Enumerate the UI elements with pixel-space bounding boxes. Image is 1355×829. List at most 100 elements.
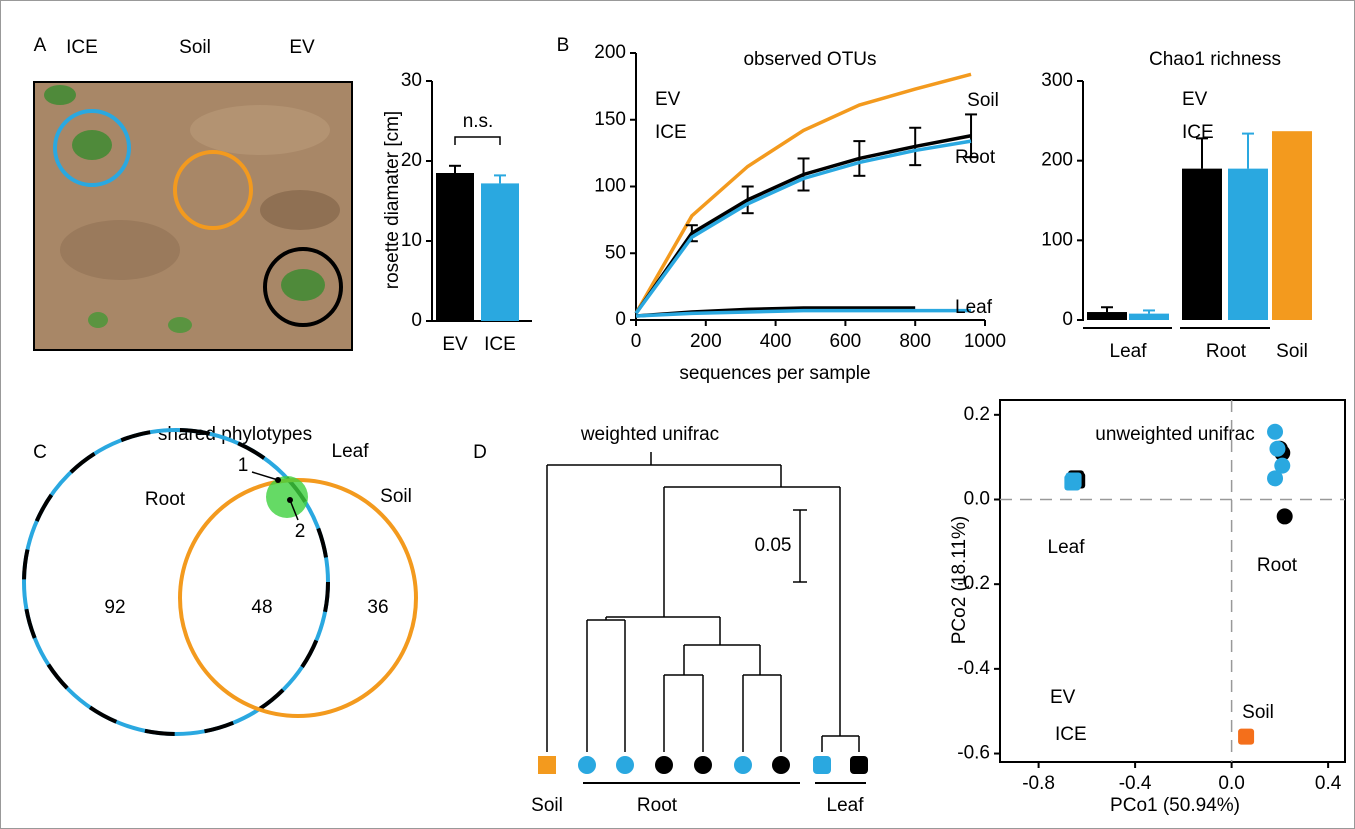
scatter-point [1238,728,1255,745]
bar [481,183,519,321]
y-tick-label: 10 [401,230,422,251]
y-axis-label: PCo2 (18.11%) [949,516,970,645]
x-tick-label: 600 [830,331,862,352]
y-tick-label: 100 [1041,229,1073,250]
scale-label: 0.05 [755,535,792,556]
x-axis-label: PCo1 (50.94%) [1110,795,1240,816]
group-label: Root [637,795,678,816]
leaf-marker [734,756,752,774]
venn-set-label: Soil [380,486,412,507]
photo [33,81,353,351]
bar [436,173,474,321]
group-label: Leaf [827,795,865,816]
group-label: Root [1206,341,1247,362]
y-tick-label: 100 [594,176,626,197]
y-tick-label: -0.4 [957,658,990,679]
venn-root-dash [22,428,330,736]
y-tick-label: -0.6 [957,743,990,764]
y-tick-label: 0.0 [964,489,990,510]
y-tick-label: 20 [401,150,422,171]
venn-count: 92 [104,597,125,618]
legend-entry: EV [655,89,681,110]
scatter-point [1274,457,1291,474]
legend-entry: EV [1050,687,1076,708]
leaf-marker [772,756,790,774]
panel-letter: D [473,442,487,463]
x-tick-label: ICE [484,334,516,355]
x-tick-label: 400 [760,331,792,352]
y-tick-label: 0 [615,309,626,330]
leaf-marker [850,756,868,774]
leaf-marker [578,756,596,774]
photo-soil-patch [190,105,330,155]
photo-label: ICE [66,37,98,58]
photo-label: Soil [179,37,211,58]
x-tick-label: -0.4 [1119,773,1152,794]
legend-entry: ICE [655,122,687,143]
leaf-marker [655,756,673,774]
panel-letter: C [33,442,47,463]
group-label: Soil [967,90,999,111]
y-tick-label: 0 [411,310,422,331]
bar [1272,131,1312,320]
scatter-point [1267,470,1284,487]
x-tick-label: 0.4 [1315,773,1342,794]
pointer [251,471,279,481]
x-tick-label: EV [442,334,468,355]
annotation: n.s. [463,111,494,132]
photo-circle [53,109,131,187]
group-label: Leaf [1048,537,1086,558]
group-label: Leaf [1110,341,1148,362]
photo-plant [72,130,112,160]
group-label: Root [955,147,996,168]
scatter-point [1267,423,1284,440]
panel-letter: B [557,35,570,56]
y-tick-label: 150 [594,109,626,130]
venn-count: 36 [367,597,388,618]
line-series [634,139,972,315]
panel-letter: A [34,35,47,56]
legend-entry: ICE [1055,724,1087,745]
venn-count: 2 [295,521,306,542]
bar [1129,313,1169,320]
y-tick-label: -0.2 [957,573,990,594]
photo-plant [44,85,76,105]
x-tick-label: 0.0 [1218,773,1244,794]
x-tick-label: 0 [631,331,642,352]
photo-soil-patch [60,220,180,280]
bar [1228,168,1268,320]
y-tick-label: 200 [594,42,626,63]
photo-plant [88,312,108,328]
scatter-point [1276,508,1293,525]
photo-label: EV [289,37,315,58]
group-label: Root [1257,555,1298,576]
leaf-marker [694,756,712,774]
pointer-dot [275,477,281,483]
venn-count: 1 [238,455,249,476]
y-tick-label: 0.2 [964,404,990,425]
line-series [634,72,972,315]
significance-bracket [454,136,501,145]
x-tick-label: 800 [899,331,931,352]
x-tick-label: -0.8 [1022,773,1055,794]
y-tick-label: 50 [605,242,626,263]
scatter-point [1065,472,1082,489]
group-label: Soil [1276,341,1308,362]
x-axis-label: sequences per sample [679,363,870,384]
photo-circle [173,150,253,230]
leaf-marker [813,756,831,774]
chart-title: weighted unifrac [580,424,719,445]
y-tick-label: 30 [401,70,422,91]
legend-entry: EV [1182,89,1208,110]
pointer-dot [287,497,293,503]
legend-entry: ICE [1182,122,1214,143]
group-label: Leaf [955,297,993,318]
y-tick-label: 200 [1041,150,1073,171]
venn-set-label: Root [145,489,186,510]
bar [1087,312,1127,320]
venn-count: 48 [251,597,272,618]
photo-soil-patch [260,190,340,230]
chart-title: Chao1 richness [1149,49,1281,70]
y-tick-label: 300 [1041,70,1073,91]
